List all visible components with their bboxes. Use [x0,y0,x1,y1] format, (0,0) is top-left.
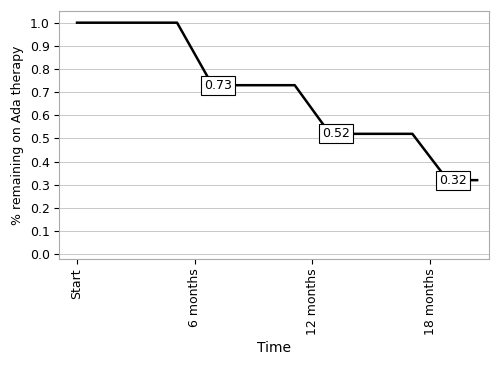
Text: 0.52: 0.52 [322,127,349,140]
X-axis label: Time: Time [257,341,291,355]
Y-axis label: % remaining on Ada therapy: % remaining on Ada therapy [11,45,24,225]
Text: 0.73: 0.73 [204,79,232,92]
Text: 0.32: 0.32 [440,173,467,187]
